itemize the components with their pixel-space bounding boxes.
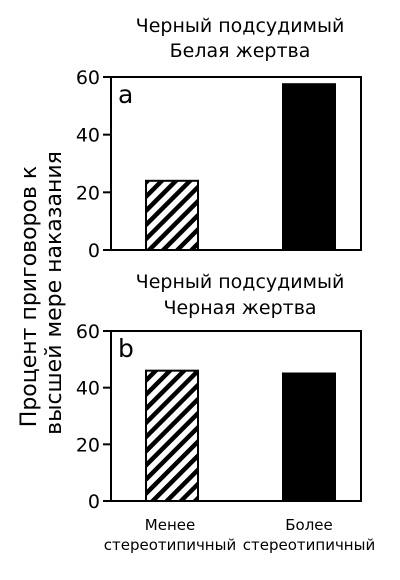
panel-a-bar-0 (145, 179, 199, 251)
panel-b-plot-frame (110, 330, 362, 502)
panel-b-y-tick-label-2: 40 (76, 378, 100, 400)
panel-b-title-line-1: Черный подсудимый (136, 271, 345, 293)
panel-b-label: b (118, 334, 134, 363)
x-category-label-1-line-2: стереотипичный (243, 536, 375, 554)
panel-a-y-tick-label-3: 60 (76, 67, 100, 89)
panel-a: Черный подсудимый Белая жертва a 0 20 40 60 (76, 15, 362, 262)
panel-b-bars (145, 369, 336, 502)
panel-b-y-ticks: 0 20 40 60 (76, 321, 111, 513)
y-axis-label: Процент приговоров к высшей мере наказан… (17, 151, 67, 435)
y-axis-label-line-2: высшей мере наказания (42, 151, 67, 435)
x-category-label-0-line-1: Менее (145, 516, 195, 534)
panel-a-label: a (118, 80, 133, 109)
panel-a-y-ticks: 0 20 40 60 (76, 67, 111, 262)
panel-b: Черный подсудимый Черная жертва b 0 20 40 6… (76, 271, 362, 513)
panel-b-y-tick-label-1: 20 (76, 434, 100, 456)
panel-b-title-line-2: Черная жертва (163, 297, 316, 319)
y-axis-label-line-1: Процент приговоров к (17, 166, 42, 427)
panel-a-y-tick-label-1: 20 (76, 182, 100, 204)
panel-a-bar-1 (282, 83, 336, 252)
panel-b-y-tick-label-3: 60 (76, 321, 100, 343)
x-category-label-0-line-2: стереотипичный (104, 536, 236, 554)
panel-a-plot-frame (110, 76, 362, 251)
panel-b-bar-1 (282, 372, 336, 502)
panel-b-y-tick-label-0: 0 (88, 491, 100, 513)
panel-a-y-tick-label-2: 40 (76, 125, 100, 147)
x-category-label-1-line-1: Более (285, 516, 333, 534)
panel-a-bars (145, 83, 336, 252)
panel-a-y-tick-label-0: 0 (88, 240, 100, 262)
panel-a-title-line-1: Черный подсудимый (136, 15, 345, 37)
panel-a-title-line-2: Белая жертва (170, 40, 311, 62)
panel-b-bar-0 (145, 369, 199, 502)
